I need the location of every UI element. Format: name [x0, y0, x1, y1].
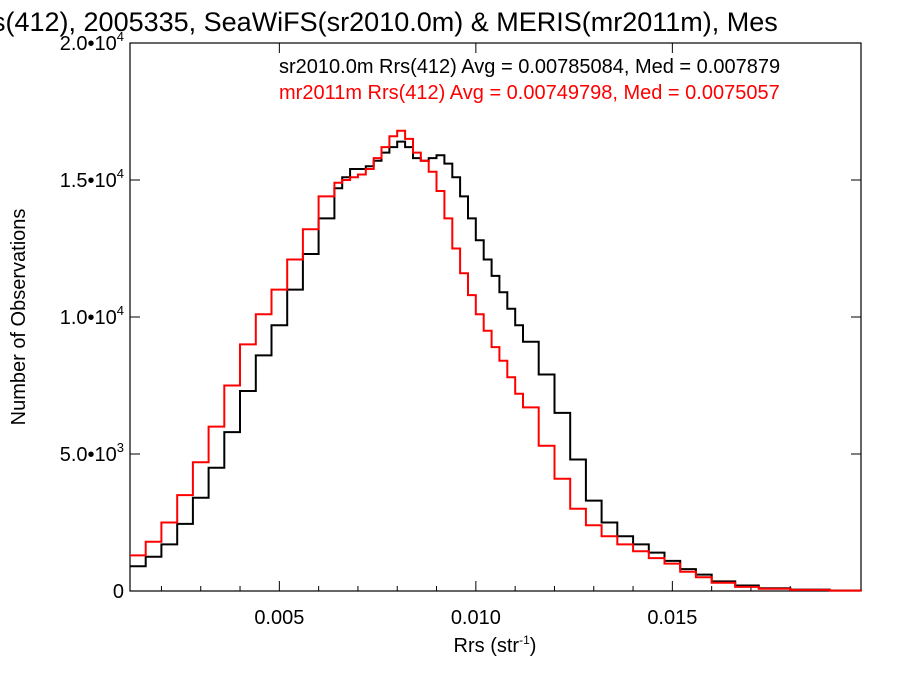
y-tick-exponent: 4 [117, 303, 124, 318]
y-tick-exponent: 4 [117, 29, 124, 44]
series-line-1 [130, 129, 862, 592]
x-tick-label: 0.015 [647, 607, 697, 629]
x-axis-label-end: ) [530, 635, 537, 657]
x-axis-label: Rrs (str-1) [454, 633, 537, 657]
x-axis-label-main: Rrs (str [454, 635, 520, 657]
x-axis-label-sup: -1 [519, 633, 530, 647]
y-tick-mantissa: 5.0•10 [60, 444, 117, 466]
y-tick-label: 0 [113, 581, 124, 603]
tick-labels: 0.005 0.010 0.01505.0•1031.0•1041.5•1042.0… [60, 29, 698, 629]
y-tick-mantissa: 1.0•10 [60, 307, 117, 329]
y-tick-mantissa: 2.0•10 [60, 33, 117, 55]
y-tick-mantissa: 1.5•10 [60, 170, 117, 192]
annotation-text: mr2011m Rrs(412) Avg = 0.00749798, Med =… [279, 82, 780, 104]
y-tick-exponent: 3 [117, 440, 124, 455]
annotation-text: sr2010.0m Rrs(412) Avg = 0.00785084, Med… [279, 56, 780, 78]
y-tick-label: 5.0•103 [60, 440, 124, 466]
y-tick-label: 1.0•104 [60, 303, 124, 329]
y-tick-exponent: 4 [117, 166, 124, 181]
y-tick-label: 1.5•104 [60, 166, 124, 192]
series-layer [129, 129, 862, 592]
y-tick-mantissa: 0 [113, 581, 124, 603]
y-axis-label: Number of Observations [8, 209, 30, 426]
series-line-0 [130, 140, 862, 592]
plot-frame [129, 42, 862, 592]
y-tick-label: 2.0•104 [60, 29, 124, 55]
chart-title: s(412), 2005335, SeaWiFS(sr2010.0m) & ME… [0, 7, 778, 37]
x-tick-label: 0.005 [254, 607, 304, 629]
annotation-layer: sr2010.0m Rrs(412) Avg = 0.00785084, Med… [279, 56, 780, 104]
axis-ticks [130, 42, 861, 592]
x-tick-label: 0.010 [451, 607, 501, 629]
